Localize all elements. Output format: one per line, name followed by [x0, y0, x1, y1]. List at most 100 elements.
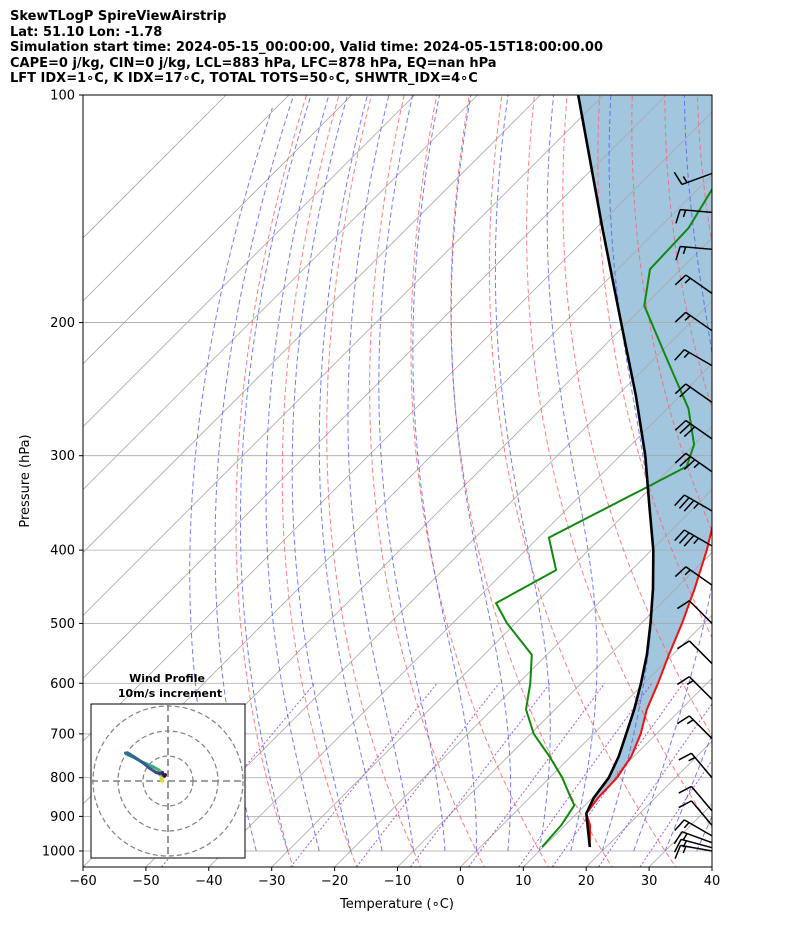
x-tick-label: −10	[384, 874, 411, 889]
y-tick-label: 700	[50, 727, 75, 742]
x-axis-label: Temperature (∘C)	[339, 897, 454, 912]
wind-barb	[673, 831, 713, 845]
mixing-ratio-line	[289, 682, 438, 867]
moist-adiabat-line	[318, 95, 383, 852]
wind-barb-half-flag	[684, 277, 691, 284]
wind-barb-staff	[690, 800, 713, 826]
wind-barb-half-flag	[686, 679, 694, 686]
wind-barb-half-flag	[682, 209, 687, 218]
mixing-ratio-line	[467, 683, 606, 867]
wind-barb-flag	[678, 532, 690, 544]
x-tick-label: 40	[704, 874, 721, 889]
moist-adiabat-line	[291, 95, 352, 852]
wind-barb	[673, 838, 713, 853]
wind-barb-half-flag	[682, 840, 688, 848]
parcel-profile-line	[576, 95, 655, 848]
wind-barb-half-flag	[684, 569, 691, 576]
wind-barb-flag	[676, 640, 690, 650]
mixing-ratio-line	[639, 759, 712, 867]
wind-barb-flag	[674, 452, 687, 464]
y-tick-label: 100	[50, 89, 75, 104]
wind-barb	[674, 311, 713, 332]
wind-barb-staff	[688, 640, 713, 665]
wind-barb-half-flag	[693, 502, 700, 510]
wind-barb-flag	[679, 423, 691, 434]
isotherm-line	[83, 95, 290, 302]
moist-adiabat-line	[728, 75, 794, 851]
x-tick-label: 20	[578, 874, 595, 889]
wind-barb	[675, 245, 713, 261]
x-tick-label: −30	[258, 874, 285, 889]
y-tick-label: 500	[50, 617, 75, 632]
mixing-ratio-line	[551, 683, 684, 867]
wind-barb-flag	[683, 535, 695, 547]
y-tick-label: 600	[50, 677, 75, 692]
dry-adiabat-line	[664, 95, 712, 410]
wind-barb-half-flag	[693, 537, 700, 545]
y-tick-label: 800	[50, 771, 75, 786]
moist-adiabat-line	[265, 95, 330, 852]
wind-barb-flag	[674, 819, 685, 831]
wind-barb-staff	[688, 600, 713, 624]
wind-barb	[674, 274, 713, 295]
y-tick-label: 300	[50, 449, 75, 464]
wind-barb-flag	[679, 386, 691, 398]
axes: −60 −50 −40 −30 −20 −10 0 10 20 30 40 1000 900 800 700…	[42, 89, 720, 890]
wind-barb-flag	[674, 494, 685, 507]
wind-barb-flag	[674, 311, 687, 323]
isotherm-line	[83, 95, 667, 679]
wind-barb-flag	[678, 497, 690, 509]
moist-adiabat-line	[214, 95, 295, 852]
isotherm-line	[397, 551, 712, 867]
moist-adiabat-line	[412, 95, 477, 851]
wind-barb-flag	[674, 349, 685, 361]
isotherm-line	[83, 95, 415, 428]
figure-header: SkewTLogP SpireViewAirstrip Lat: 51.10 L…	[10, 9, 603, 87]
wind-barb	[674, 819, 713, 837]
isotherm-line	[83, 95, 541, 554]
wind-barb	[674, 494, 713, 512]
wind-barb-flag	[683, 426, 696, 438]
title-station: SkewTLogP SpireViewAirstrip	[10, 9, 227, 24]
x-tick-label: 0	[456, 874, 464, 889]
mixing-ratio-line	[355, 682, 500, 867]
wind-barbs	[673, 171, 713, 859]
dry-adiabat-line	[235, 95, 308, 867]
dry-adiabat-line	[761, 78, 794, 870]
mixing-ratio-line	[597, 702, 712, 867]
wind-barb-half-flag	[682, 846, 687, 854]
wind-barb-half-flag	[683, 351, 690, 359]
dry-adiabat-line	[488, 95, 677, 867]
moist-adiabat-line	[494, 95, 551, 852]
x-tick-label: 10	[515, 874, 532, 889]
wind-barb-flag	[676, 715, 690, 725]
wind-barb-flag	[676, 676, 690, 686]
wind-barb-staff	[690, 785, 713, 812]
wind-barb-flag	[678, 800, 692, 809]
wind-barb	[674, 419, 713, 440]
hodograph-segment	[163, 773, 167, 778]
wind-barb-flag	[674, 419, 687, 431]
wind-barb	[678, 785, 713, 812]
dry-adiabat-line	[729, 78, 794, 870]
wind-barb-flag	[678, 785, 692, 794]
dry-adiabat-line	[326, 95, 422, 867]
wind-barb-flag	[674, 383, 687, 395]
hodograph-title: Wind Profile	[129, 672, 205, 685]
mixing-ratio-line	[518, 683, 653, 867]
wind-barb	[675, 208, 713, 224]
hodograph-subtitle: 10m/s increment	[118, 687, 222, 700]
isotherm-line	[711, 866, 712, 867]
wind-barb-half-flag	[682, 833, 688, 841]
isotherm-line	[208, 363, 712, 867]
wind-barb-half-flag	[682, 176, 688, 183]
y-tick-label: 900	[50, 810, 75, 825]
wind-barb-flag	[679, 455, 691, 467]
mixing-ratio-line	[409, 682, 551, 867]
moist-adiabat-line	[664, 732, 712, 852]
wind-barb	[674, 383, 713, 403]
hodograph-segment	[140, 760, 151, 770]
isotherm-line	[83, 95, 353, 365]
wind-barb	[674, 452, 713, 473]
wind-barb-flag	[683, 459, 696, 470]
